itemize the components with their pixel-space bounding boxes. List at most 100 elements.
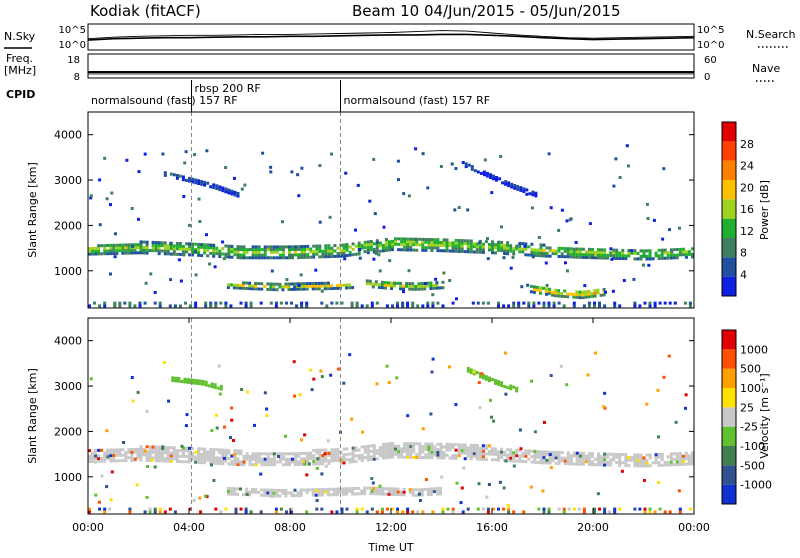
range-time-cell xyxy=(409,245,413,249)
range-time-cell xyxy=(486,257,490,261)
range-time-cell xyxy=(587,304,591,308)
range-time-cell xyxy=(201,379,205,383)
range-time-cell xyxy=(417,282,421,286)
range-time-cell xyxy=(278,460,282,464)
range-time-cell xyxy=(375,382,379,386)
range-time-cell xyxy=(533,449,537,453)
range-time-cell xyxy=(219,387,223,391)
range-time-cell xyxy=(163,249,167,253)
range-time-cell xyxy=(374,280,378,284)
range-time-cell xyxy=(94,457,98,461)
range-time-cell xyxy=(597,250,600,254)
range-time-cell xyxy=(466,247,470,251)
range-time-cell xyxy=(242,463,246,467)
range-time-cell xyxy=(351,242,355,246)
range-time-cell xyxy=(678,253,682,257)
range-time-cell xyxy=(470,165,474,169)
range-time-cell xyxy=(539,453,543,456)
range-time-cell xyxy=(670,250,674,254)
range-time-cell xyxy=(654,254,658,258)
range-time-cell xyxy=(186,378,190,382)
range-time-cell xyxy=(405,284,409,288)
range-time-cell xyxy=(266,494,270,497)
range-time-cell xyxy=(436,243,440,247)
range-time-cell xyxy=(191,250,194,254)
range-time-cell xyxy=(578,454,582,458)
range-time-cell xyxy=(606,460,610,464)
range-time-cell xyxy=(488,379,491,383)
range-time-cell xyxy=(290,494,294,498)
range-time-cell xyxy=(314,490,318,494)
range-time-cell xyxy=(384,492,388,496)
vel-colorbar-swatch-3 xyxy=(722,426,736,446)
range-time-cell xyxy=(466,454,470,458)
range-time-cell xyxy=(94,252,98,256)
range-time-cell xyxy=(563,289,567,293)
range-time-cell xyxy=(263,463,267,467)
time-axis-label: Time UT xyxy=(367,541,413,554)
range-time-cell xyxy=(479,171,483,175)
range-time-cell xyxy=(275,282,279,286)
range-time-cell xyxy=(587,454,591,458)
power-colorbar-swatch-7 xyxy=(722,141,736,161)
range-time-cell xyxy=(195,379,199,383)
range-time-cell xyxy=(136,390,140,394)
range-time-cell xyxy=(393,493,397,496)
range-time-cell xyxy=(253,423,256,427)
range-time-cell xyxy=(210,463,213,467)
range-time-cell xyxy=(418,237,422,241)
range-time-cell xyxy=(260,493,264,497)
range-time-cell xyxy=(430,246,434,250)
range-time-cell xyxy=(575,247,579,251)
range-time-cell xyxy=(127,243,131,247)
range-time-cell xyxy=(418,447,422,451)
range-time-cell xyxy=(139,453,143,457)
range-time-cell xyxy=(491,240,494,244)
power-colorbar-tick-2: 20 xyxy=(740,181,754,194)
range-time-cell xyxy=(477,482,481,486)
range-time-cell xyxy=(281,491,285,495)
range-time-cell xyxy=(221,454,225,457)
range-time-cell xyxy=(254,287,258,291)
range-time-cell xyxy=(366,444,370,448)
range-time-cell xyxy=(463,451,467,455)
range-time-cell xyxy=(305,488,309,492)
range-time-cell xyxy=(245,256,249,260)
range-time-cell xyxy=(584,293,588,296)
range-time-cell xyxy=(417,491,421,494)
range-time-cell xyxy=(509,249,513,253)
range-time-cell xyxy=(300,304,304,308)
range-time-cell xyxy=(575,451,579,455)
range-time-cell xyxy=(509,453,513,457)
range-time-cell xyxy=(318,459,322,463)
range-time-cell xyxy=(242,253,246,257)
range-time-cell xyxy=(269,256,273,260)
range-time-cell xyxy=(236,245,240,249)
range-time-cell xyxy=(98,304,102,308)
range-time-cell xyxy=(492,177,495,181)
range-time-cell xyxy=(274,510,278,514)
nave-right-tick-top: 60 xyxy=(704,55,717,66)
range-time-cell xyxy=(448,456,452,460)
range-time-cell xyxy=(457,451,461,455)
range-time-cell xyxy=(302,282,306,286)
range-time-cell xyxy=(175,460,179,463)
range-time-cell xyxy=(569,252,573,256)
range-time-cell xyxy=(336,453,340,457)
noise-right-tick-bottom: 10^0 xyxy=(697,40,724,51)
range-time-cell xyxy=(177,377,181,380)
range-time-cell xyxy=(575,290,579,294)
range-time-cell xyxy=(429,490,433,494)
range-time-cell xyxy=(224,451,228,455)
range-time-cell xyxy=(531,193,535,197)
range-time-cell xyxy=(480,372,484,376)
range-time-cell xyxy=(421,450,425,454)
range-time-cell xyxy=(212,252,216,255)
range-time-cell xyxy=(302,284,306,288)
range-time-cell xyxy=(547,507,551,511)
range-time-cell xyxy=(191,245,194,249)
range-time-cell xyxy=(287,491,291,495)
range-time-cell xyxy=(395,376,399,380)
range-time-cell xyxy=(324,453,328,457)
range-time-cell xyxy=(548,254,552,258)
